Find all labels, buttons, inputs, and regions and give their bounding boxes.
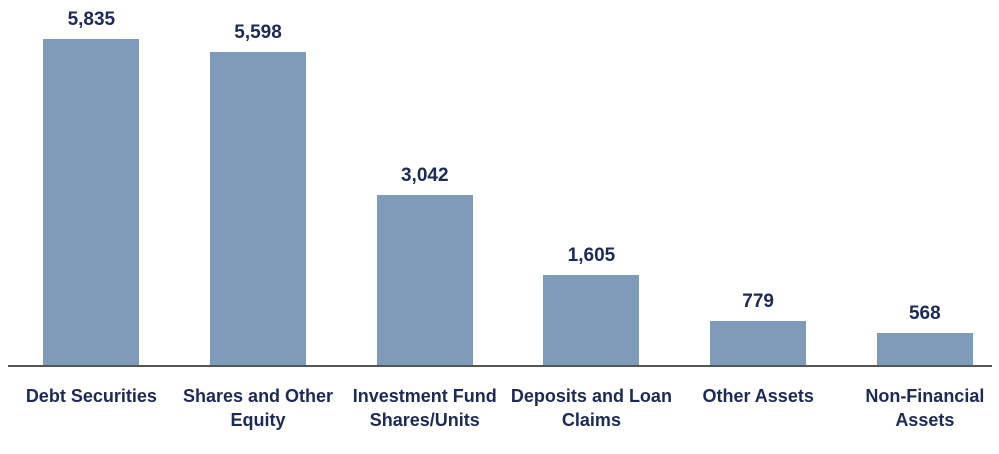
bar [543,275,640,365]
x-tick-label: Non-Financial Assets [865,386,985,430]
value-label: 779 [742,291,774,313]
bar [710,321,807,365]
x-axis-line [8,365,992,367]
value-label: 5,598 [234,22,282,44]
x-tick-label: Shares and Other Equity [183,386,334,430]
x-tick-label: Other Assets [702,386,814,406]
bar [43,39,140,365]
bar [376,195,473,365]
bar [876,333,973,365]
x-tick-label: Debt Securities [25,386,157,406]
x-tick-label: Deposits and Loan Claims [510,386,672,430]
value-label: 568 [908,303,941,325]
bar [210,52,307,365]
value-label: 3,042 [400,165,449,187]
x-tick-label: Investment Fund Shares/Units [352,386,497,430]
value-label: 5,835 [67,9,116,30]
value-label: 1,605 [567,245,616,267]
